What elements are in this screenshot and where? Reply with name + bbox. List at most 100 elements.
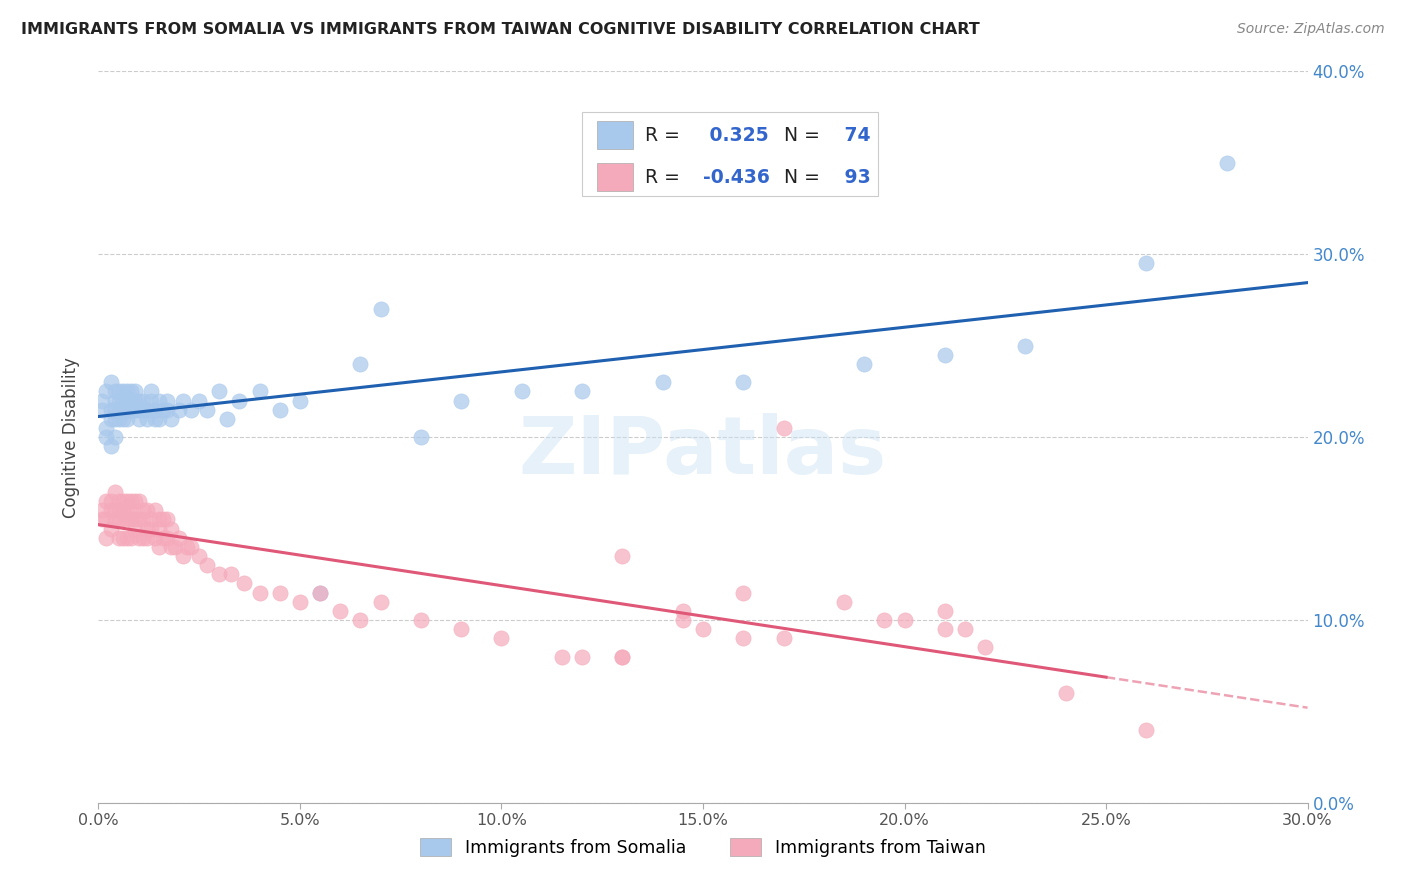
Point (249, 585, 271, 599)
Point (107, 494, 129, 508)
Point (156, 402, 179, 417)
Point (111, 412, 134, 426)
Point (156, 512, 179, 526)
Point (135, 531, 157, 545)
Point (124, 393, 146, 408)
Point (107, 412, 129, 426)
Point (115, 402, 138, 417)
Point (115, 512, 138, 526)
Point (103, 503, 125, 517)
Point (115, 412, 138, 426)
Point (160, 521, 183, 535)
Point (953, 622, 976, 636)
Point (111, 512, 134, 526)
Point (232, 576, 254, 591)
Point (91, 402, 114, 417)
Point (120, 402, 142, 417)
Point (873, 613, 896, 627)
Point (132, 512, 155, 526)
Point (208, 384, 231, 399)
Text: 93: 93 (838, 168, 872, 186)
Point (143, 412, 166, 426)
Point (772, 421, 794, 435)
Point (152, 531, 174, 545)
Point (143, 402, 166, 417)
Point (934, 622, 956, 636)
Point (115, 384, 138, 399)
Point (103, 402, 125, 417)
Point (96, 531, 118, 545)
Point (107, 402, 129, 417)
Point (124, 384, 146, 399)
Point (163, 540, 186, 554)
Point (139, 393, 162, 408)
Point (115, 503, 138, 517)
Point (148, 540, 170, 554)
Point (148, 393, 170, 408)
Point (120, 384, 142, 399)
Point (309, 585, 332, 599)
Point (167, 531, 190, 545)
Point (974, 640, 997, 655)
Point (934, 604, 956, 618)
Point (176, 540, 198, 554)
Point (103, 384, 125, 399)
Point (269, 585, 291, 599)
Point (100, 412, 122, 426)
Point (217, 412, 239, 426)
Point (135, 402, 157, 417)
Point (409, 430, 432, 444)
Point (208, 567, 231, 582)
Point (612, 549, 634, 563)
Point (120, 531, 142, 545)
Point (111, 503, 134, 517)
Point (132, 503, 155, 517)
Point (249, 384, 271, 399)
Y-axis label: Cognitive Disability: Cognitive Disability (62, 357, 80, 517)
Point (115, 494, 138, 508)
Point (128, 393, 150, 408)
Point (1135, 723, 1157, 737)
Point (143, 531, 166, 545)
FancyBboxPatch shape (596, 121, 633, 149)
Point (107, 393, 129, 408)
Point (103, 430, 125, 444)
Point (124, 494, 146, 508)
Point (172, 393, 194, 408)
FancyBboxPatch shape (596, 163, 633, 191)
Point (148, 521, 170, 535)
Point (135, 521, 157, 535)
Point (152, 402, 174, 417)
Point (107, 531, 129, 545)
Point (269, 402, 291, 417)
Point (132, 393, 155, 408)
Point (148, 512, 170, 526)
Point (100, 375, 122, 389)
Point (180, 540, 202, 554)
Point (309, 585, 332, 599)
Point (135, 412, 157, 426)
Point (349, 357, 371, 371)
Point (96, 421, 118, 435)
Point (893, 613, 915, 627)
Text: Source: ZipAtlas.com: Source: ZipAtlas.com (1237, 22, 1385, 37)
Point (510, 384, 533, 399)
Point (172, 549, 194, 563)
Point (156, 393, 179, 408)
Point (832, 594, 855, 608)
Point (100, 402, 122, 417)
Point (120, 393, 142, 408)
Point (228, 393, 250, 408)
Point (96, 512, 118, 526)
Point (148, 412, 170, 426)
Point (128, 402, 150, 417)
Point (91, 393, 114, 408)
Point (115, 531, 138, 545)
Point (1135, 256, 1157, 270)
Point (612, 649, 634, 664)
Text: 0.325: 0.325 (703, 126, 769, 145)
Point (120, 494, 142, 508)
Point (143, 503, 166, 517)
Point (91, 512, 114, 526)
Point (103, 512, 125, 526)
